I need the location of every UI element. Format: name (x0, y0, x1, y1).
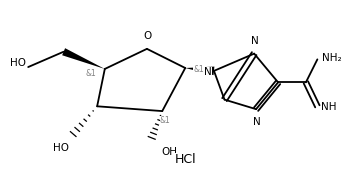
Text: N: N (204, 67, 212, 77)
Text: &1: &1 (193, 65, 204, 74)
Text: HO: HO (10, 58, 26, 68)
Text: NH₂: NH₂ (322, 53, 342, 63)
Text: &1: &1 (160, 116, 171, 125)
Text: HCl: HCl (174, 153, 196, 166)
Polygon shape (62, 48, 105, 69)
Text: N: N (253, 117, 261, 127)
Text: HO: HO (53, 143, 69, 153)
Text: OH: OH (161, 146, 177, 157)
Text: N: N (251, 36, 259, 46)
Text: NH: NH (321, 102, 337, 112)
Text: O: O (144, 31, 152, 41)
Text: &1: &1 (85, 69, 96, 78)
Polygon shape (185, 67, 214, 75)
